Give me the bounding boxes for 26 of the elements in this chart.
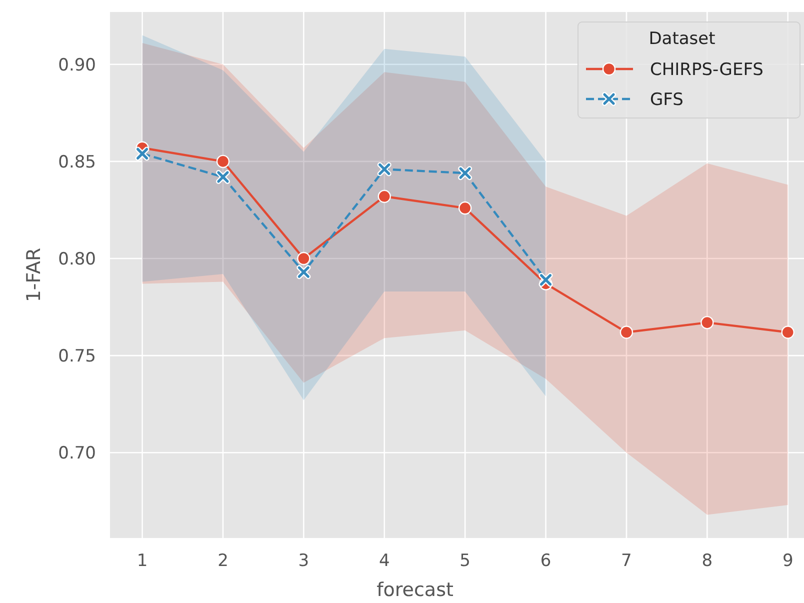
x-tick-label: 4 [378,551,390,571]
x-tick-label: 8 [702,551,713,571]
y-tick-label: 0.85 [58,152,96,172]
point [700,316,714,330]
y-tick-label: 0.80 [58,249,96,270]
y-tick-label: 0.75 [58,346,96,366]
x-tick-label: 1 [136,551,148,571]
point [781,326,794,339]
y-tick-label: 0.70 [58,444,96,464]
x-axis-title: forecast [376,579,454,601]
x-tick-label: 3 [298,551,310,571]
point [216,154,230,168]
x-tick-label: 6 [540,551,552,571]
point [458,201,472,215]
x-tick-label: 9 [782,551,794,571]
x-tick-label: 2 [218,551,228,571]
y-tick-label: 0.90 [58,55,96,76]
y-axis-title: 1-FAR [23,248,45,302]
point [378,190,391,203]
x-tick-label: 7 [621,551,632,571]
legend-title: Dataset [648,29,716,49]
x-tick-label: 5 [460,551,470,571]
legend-label: CHIRPS-GEFS [650,60,764,80]
point [620,326,634,339]
legend-label: GFS [650,90,684,110]
point [297,252,310,266]
